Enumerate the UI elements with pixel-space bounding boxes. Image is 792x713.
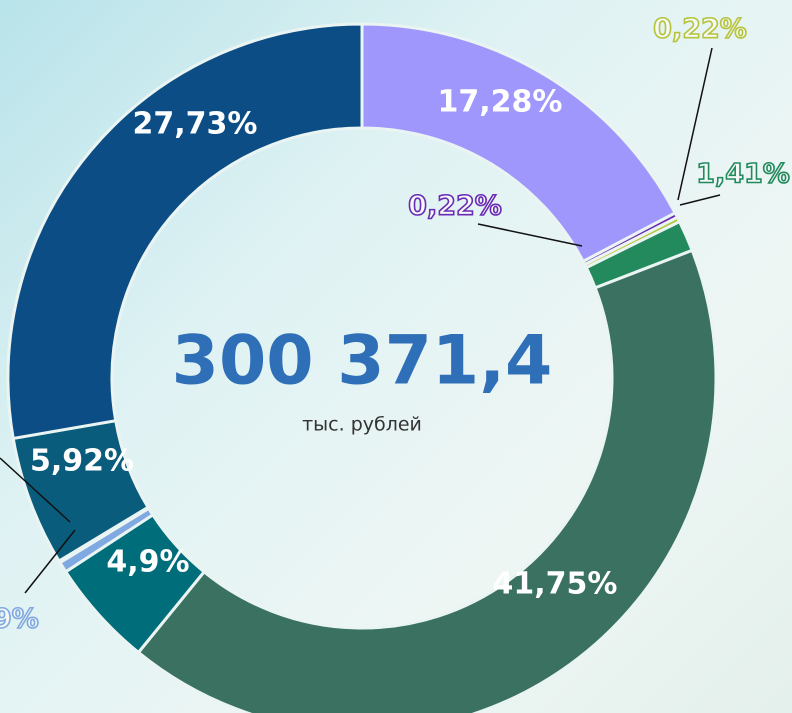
value-label: 17,28% — [438, 85, 563, 120]
donut-segment — [136, 248, 718, 713]
leader-line — [24, 529, 76, 594]
leader-line — [679, 194, 721, 206]
value-label: 0,22% — [408, 191, 502, 222]
value-label: 5,92% — [30, 444, 134, 479]
center-unit: тыс. рублей — [302, 414, 422, 436]
donut-segment — [6, 22, 364, 441]
value-label: 0,22% — [653, 14, 747, 45]
leader-line — [0, 457, 71, 523]
leader-line — [677, 47, 713, 201]
leader-line — [477, 223, 583, 247]
value-label: 1,41% — [696, 159, 790, 190]
value-label: 27,73% — [133, 107, 258, 142]
value-label: 4,9% — [106, 545, 189, 580]
center-value: 300 371,4 — [172, 322, 553, 401]
donut-segment — [360, 22, 678, 264]
value-label: 41,75% — [493, 567, 618, 602]
value-label: 0,49% — [0, 604, 39, 635]
